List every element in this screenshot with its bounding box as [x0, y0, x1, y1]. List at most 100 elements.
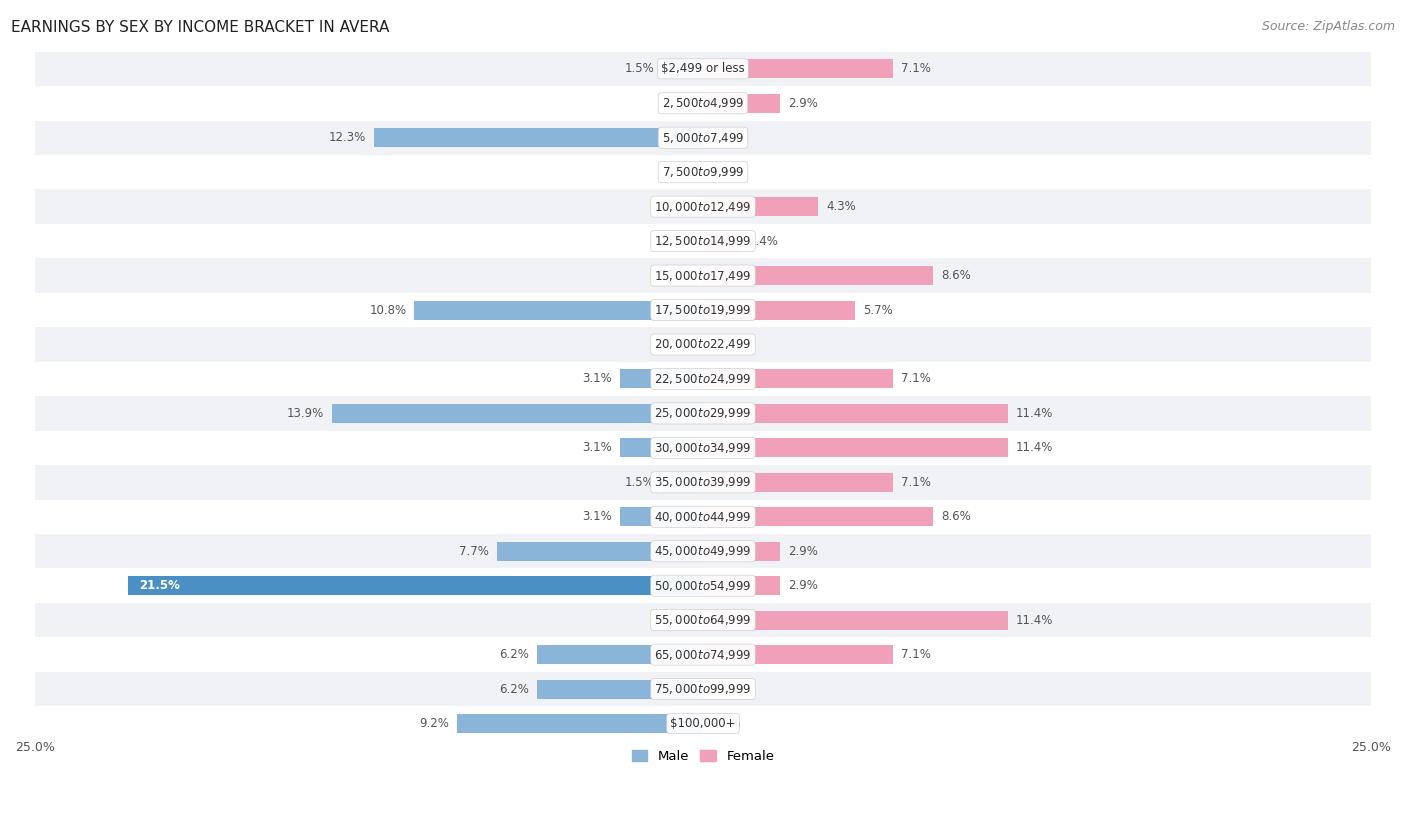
Text: $7,500 to $9,999: $7,500 to $9,999: [662, 165, 744, 179]
Text: 21.5%: 21.5%: [139, 579, 180, 592]
Text: 25.0%: 25.0%: [1351, 741, 1391, 754]
Bar: [498, 541, 703, 561]
Text: 8.6%: 8.6%: [941, 269, 970, 282]
Bar: [35, 224, 1371, 259]
Text: 0.0%: 0.0%: [665, 614, 695, 627]
Bar: [537, 646, 703, 664]
Bar: [703, 301, 855, 320]
Text: $2,499 or less: $2,499 or less: [661, 63, 745, 76]
Text: 0.0%: 0.0%: [711, 338, 741, 351]
Text: $100,000+: $100,000+: [671, 717, 735, 730]
Bar: [35, 431, 1371, 465]
Bar: [703, 93, 780, 113]
Text: 8.6%: 8.6%: [941, 511, 970, 524]
Text: 2.9%: 2.9%: [789, 545, 818, 558]
Text: $20,000 to $22,499: $20,000 to $22,499: [654, 337, 752, 351]
Text: 13.9%: 13.9%: [287, 407, 323, 420]
Text: $45,000 to $49,999: $45,000 to $49,999: [654, 544, 752, 559]
Text: $25,000 to $29,999: $25,000 to $29,999: [654, 406, 752, 420]
Bar: [703, 266, 932, 285]
Bar: [703, 404, 1008, 423]
Text: 0.0%: 0.0%: [711, 131, 741, 144]
Bar: [374, 128, 703, 147]
Bar: [35, 603, 1371, 637]
Text: 7.1%: 7.1%: [901, 372, 931, 385]
Text: 6.2%: 6.2%: [499, 683, 529, 696]
Text: $55,000 to $64,999: $55,000 to $64,999: [654, 613, 752, 627]
Text: 25.0%: 25.0%: [15, 741, 55, 754]
Text: $50,000 to $54,999: $50,000 to $54,999: [654, 579, 752, 593]
Bar: [703, 611, 1008, 629]
Text: 1.4%: 1.4%: [748, 235, 779, 248]
Text: $5,000 to $7,499: $5,000 to $7,499: [662, 131, 744, 145]
Bar: [415, 301, 703, 320]
Legend: Male, Female: Male, Female: [626, 745, 780, 768]
Text: 11.4%: 11.4%: [1015, 441, 1053, 454]
Text: 0.0%: 0.0%: [665, 97, 695, 110]
Text: 4.3%: 4.3%: [825, 200, 856, 213]
Bar: [703, 646, 893, 664]
Bar: [35, 51, 1371, 86]
Bar: [128, 576, 703, 595]
Text: 1.5%: 1.5%: [626, 476, 655, 489]
Text: 7.1%: 7.1%: [901, 476, 931, 489]
Text: $30,000 to $34,999: $30,000 to $34,999: [654, 441, 752, 454]
Text: 3.1%: 3.1%: [582, 511, 612, 524]
Bar: [703, 541, 780, 561]
Text: 11.4%: 11.4%: [1015, 614, 1053, 627]
Bar: [35, 534, 1371, 568]
Bar: [620, 438, 703, 458]
Text: 3.1%: 3.1%: [582, 441, 612, 454]
Bar: [703, 369, 893, 389]
Text: 0.0%: 0.0%: [711, 166, 741, 179]
Text: EARNINGS BY SEX BY INCOME BRACKET IN AVERA: EARNINGS BY SEX BY INCOME BRACKET IN AVE…: [11, 20, 389, 35]
Text: 6.2%: 6.2%: [499, 648, 529, 661]
Text: Source: ZipAtlas.com: Source: ZipAtlas.com: [1261, 20, 1395, 33]
Bar: [35, 672, 1371, 706]
Text: 7.1%: 7.1%: [901, 648, 931, 661]
Bar: [703, 576, 780, 595]
Text: $2,500 to $4,999: $2,500 to $4,999: [662, 96, 744, 111]
Text: 0.0%: 0.0%: [665, 269, 695, 282]
Bar: [35, 86, 1371, 120]
Text: 0.0%: 0.0%: [665, 166, 695, 179]
Bar: [703, 198, 818, 216]
Bar: [35, 568, 1371, 603]
Text: 0.0%: 0.0%: [665, 200, 695, 213]
Bar: [35, 120, 1371, 155]
Text: $22,500 to $24,999: $22,500 to $24,999: [654, 372, 752, 386]
Text: $75,000 to $99,999: $75,000 to $99,999: [654, 682, 752, 696]
Bar: [35, 396, 1371, 431]
Bar: [703, 232, 741, 250]
Bar: [620, 369, 703, 389]
Text: 11.4%: 11.4%: [1015, 407, 1053, 420]
Text: $65,000 to $74,999: $65,000 to $74,999: [654, 648, 752, 662]
Bar: [35, 259, 1371, 293]
Text: 3.1%: 3.1%: [582, 372, 612, 385]
Bar: [35, 706, 1371, 741]
Bar: [35, 328, 1371, 362]
Bar: [35, 189, 1371, 224]
Text: 0.0%: 0.0%: [711, 717, 741, 730]
Bar: [35, 499, 1371, 534]
Bar: [662, 59, 703, 78]
Text: 0.0%: 0.0%: [665, 235, 695, 248]
Text: 2.9%: 2.9%: [789, 579, 818, 592]
Text: $35,000 to $39,999: $35,000 to $39,999: [654, 476, 752, 489]
Text: 7.1%: 7.1%: [901, 63, 931, 76]
Text: $15,000 to $17,499: $15,000 to $17,499: [654, 268, 752, 283]
Text: $12,500 to $14,999: $12,500 to $14,999: [654, 234, 752, 248]
Bar: [703, 507, 932, 526]
Bar: [537, 680, 703, 698]
Text: 10.8%: 10.8%: [370, 303, 406, 316]
Text: 0.0%: 0.0%: [711, 683, 741, 696]
Bar: [662, 473, 703, 492]
Bar: [703, 473, 893, 492]
Text: 0.0%: 0.0%: [665, 338, 695, 351]
Bar: [35, 465, 1371, 499]
Text: 12.3%: 12.3%: [329, 131, 367, 144]
Text: $10,000 to $12,499: $10,000 to $12,499: [654, 200, 752, 214]
Bar: [703, 59, 893, 78]
Bar: [457, 714, 703, 733]
Bar: [332, 404, 703, 423]
